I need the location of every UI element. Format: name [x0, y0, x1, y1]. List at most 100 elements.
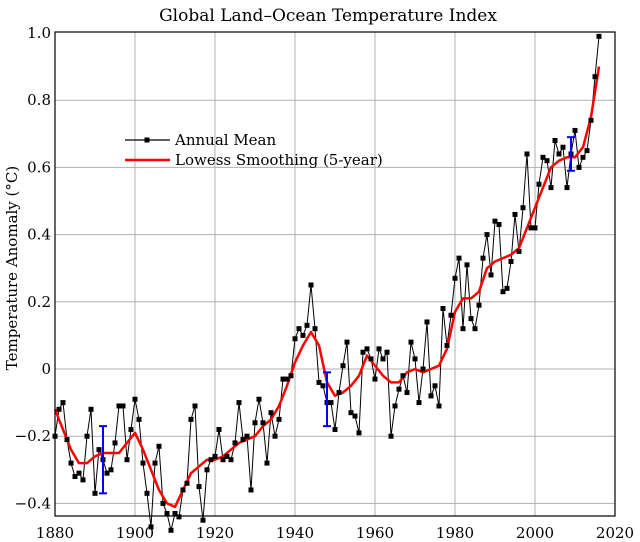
- x-tick-label: 1880: [36, 524, 74, 542]
- y-axis-label: Temperature Anomaly (°C): [3, 166, 21, 370]
- annual-mean-point: [204, 467, 210, 473]
- annual-mean-point: [500, 289, 506, 295]
- grid: [55, 32, 615, 516]
- annual-mean-point: [480, 255, 486, 261]
- annual-mean-point: [288, 373, 294, 379]
- annual-mean-point: [416, 400, 422, 406]
- annual-mean-point: [140, 460, 146, 466]
- annual-mean-point: [380, 356, 386, 362]
- annual-mean-point: [440, 306, 446, 312]
- legend-annual-mean-label: Annual Mean: [174, 131, 277, 149]
- annual-mean-point: [164, 510, 170, 516]
- annual-mean-point: [244, 433, 250, 439]
- annual-mean-point: [508, 258, 514, 264]
- annual-mean-point: [248, 487, 254, 493]
- annual-mean-point: [532, 225, 538, 231]
- annual-mean-point: [420, 366, 426, 372]
- legend-annual-mean-marker: [144, 137, 150, 143]
- annual-mean-point: [296, 326, 302, 332]
- legend: Annual Mean Lowess Smoothing (5-year): [125, 131, 383, 169]
- annual-mean-point: [340, 363, 346, 369]
- annual-mean-point: [136, 416, 142, 422]
- x-tick-label: 1980: [436, 524, 474, 542]
- annual-mean-point: [368, 356, 374, 362]
- y-tick-label: 0.4: [27, 226, 51, 244]
- annual-mean-point: [168, 527, 174, 533]
- annual-mean-point: [408, 339, 414, 345]
- annual-mean-point: [256, 396, 262, 402]
- y-tick-label: 0.8: [27, 91, 51, 109]
- annual-mean-point: [264, 460, 270, 466]
- annual-mean-point: [68, 460, 74, 466]
- annual-mean-point: [392, 403, 398, 409]
- annual-mean-point: [456, 255, 462, 261]
- annual-mean-point: [144, 490, 150, 496]
- annual-mean-line: [54, 36, 600, 531]
- annual-mean-point: [184, 480, 190, 486]
- annual-mean-point: [220, 457, 226, 463]
- annual-mean-point: [216, 426, 222, 432]
- annual-mean-point: [400, 373, 406, 379]
- annual-mean-point: [316, 379, 322, 385]
- annual-mean-point: [212, 453, 218, 459]
- annual-mean-point: [544, 158, 550, 164]
- annual-mean-point: [96, 447, 102, 453]
- annual-mean-point: [560, 144, 566, 150]
- annual-mean-point: [516, 248, 522, 254]
- annual-mean-point: [588, 117, 594, 123]
- annual-mean-point: [492, 218, 498, 224]
- annual-mean-point: [300, 332, 306, 338]
- x-tick-label: 1960: [356, 524, 394, 542]
- annual-mean-point: [308, 282, 314, 288]
- annual-mean-point: [376, 346, 382, 352]
- annual-mean-point: [252, 420, 258, 426]
- annual-mean-point: [484, 232, 490, 238]
- annual-mean-point: [304, 322, 310, 328]
- uncertainty-bars: [99, 136, 575, 495]
- annual-mean-point: [228, 457, 234, 463]
- annual-mean-point: [512, 211, 518, 217]
- annual-mean-point: [312, 326, 318, 332]
- annual-mean-point: [172, 510, 178, 516]
- x-tick-label: 1920: [196, 524, 234, 542]
- annual-mean-point: [332, 426, 338, 432]
- annual-mean-point: [464, 262, 470, 268]
- annual-mean-point: [424, 319, 430, 325]
- annual-mean-point: [496, 222, 502, 228]
- y-tick-label: −0.2: [15, 427, 51, 445]
- y-tick-label: 0.6: [27, 158, 51, 176]
- annual-mean-point: [108, 467, 114, 473]
- annual-mean-point: [280, 376, 286, 382]
- x-tick-label: 1940: [276, 524, 314, 542]
- annual-mean-point: [268, 410, 274, 416]
- y-tick-label: 0.2: [27, 293, 51, 311]
- annual-mean-point: [272, 433, 278, 439]
- annual-mean-point: [432, 383, 438, 389]
- annual-mean-point: [104, 470, 110, 476]
- annual-mean-point: [540, 154, 546, 160]
- annual-mean-point: [524, 151, 530, 157]
- annual-mean-point: [472, 326, 478, 332]
- annual-mean-point: [180, 487, 186, 493]
- annual-mean-point: [596, 33, 602, 39]
- annual-mean-point: [452, 275, 458, 281]
- annual-mean-point: [76, 470, 82, 476]
- annual-mean-point: [572, 127, 578, 133]
- annual-mean-point: [576, 164, 582, 170]
- annual-mean-point: [88, 406, 94, 412]
- annual-mean-point: [468, 316, 474, 322]
- annual-mean-point: [580, 154, 586, 160]
- annual-mean-point: [188, 416, 194, 422]
- annual-mean-point: [116, 403, 122, 409]
- annual-mean-point: [328, 400, 334, 406]
- annual-mean-point: [564, 185, 570, 191]
- annual-mean-point: [488, 272, 494, 278]
- annual-mean-point: [344, 339, 350, 345]
- annual-mean-point: [552, 138, 558, 144]
- annual-mean-point: [112, 440, 118, 446]
- x-tick-label: 2000: [516, 524, 554, 542]
- annual-mean-point: [84, 433, 90, 439]
- annual-mean-point: [148, 524, 154, 530]
- annual-mean-point: [348, 410, 354, 416]
